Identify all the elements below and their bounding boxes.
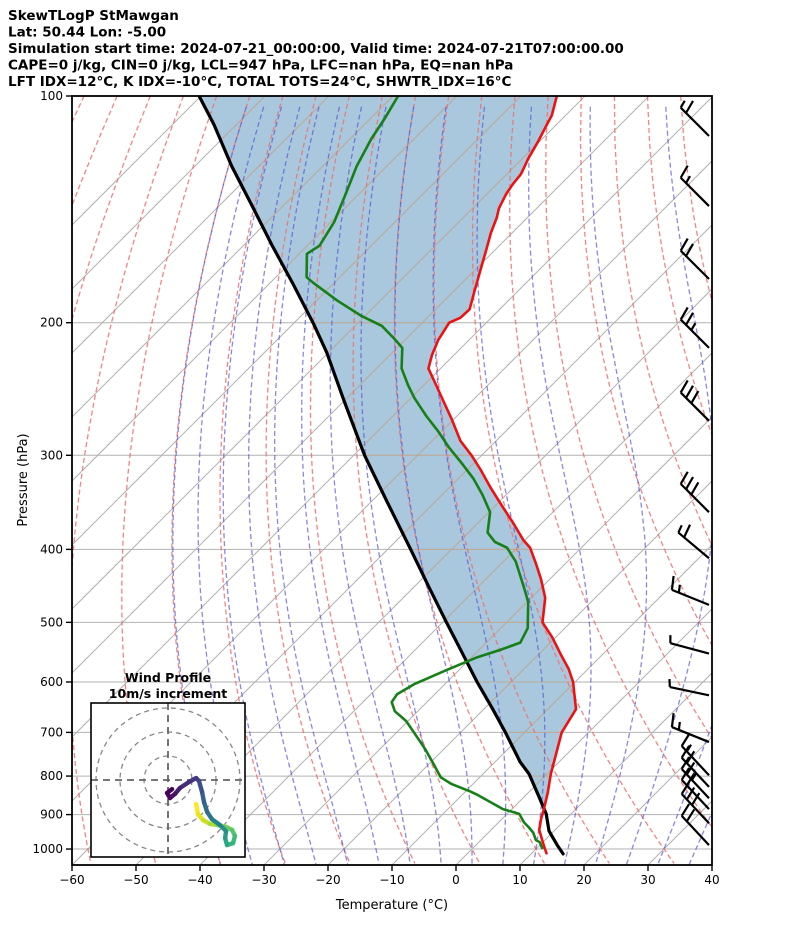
- barb-feather-half: [678, 525, 681, 532]
- moist-adiabat: [658, 107, 794, 865]
- dry-adiabat: [780, 96, 794, 863]
- wind-barb-column: [669, 101, 709, 845]
- x-tick-label: 10: [512, 873, 527, 887]
- y-tick-label: 300: [40, 448, 63, 462]
- barb-feather-full: [686, 101, 693, 113]
- barb-staff: [672, 590, 709, 605]
- barb-staff: [670, 643, 709, 653]
- isotherm-line: [712, 96, 794, 865]
- isotherm-line-shaded: [648, 96, 794, 865]
- y-tick-label: 1000: [32, 842, 63, 856]
- barb-feather-full: [682, 734, 689, 746]
- barb-staff: [678, 533, 709, 559]
- barb-feather-half: [679, 585, 680, 593]
- barb-feather-full: [686, 386, 693, 398]
- barb-feather-full: [682, 804, 689, 816]
- wind-barb: [678, 525, 709, 559]
- barb-staff: [681, 108, 709, 136]
- hodograph-inset: Wind Profile 10m/s increment: [91, 670, 245, 857]
- cape-shaded-area: [199, 96, 576, 810]
- inset-subtitle: 10m/s increment: [109, 686, 227, 701]
- x-tick-label: 0: [452, 873, 460, 887]
- y-tick-label: 500: [40, 615, 63, 629]
- barb-feather-full: [691, 482, 698, 494]
- x-tick-label: 30: [640, 873, 655, 887]
- wind-barb: [681, 166, 709, 206]
- y-tick-label: 900: [40, 808, 63, 822]
- isotherm-line-shaded: [712, 96, 794, 865]
- barb-feather-full: [681, 380, 688, 392]
- barb-staff: [681, 178, 709, 206]
- dry-adiabat: [747, 96, 794, 863]
- x-tick-label: −30: [251, 873, 276, 887]
- figure-title: SkewTLogP StMawgan: [8, 8, 179, 24]
- barb-feather-full: [684, 525, 690, 538]
- header-block: SkewTLogP StMawgan Lat: 50.44 Lon: -5.00…: [8, 8, 624, 90]
- barb-feather-full: [686, 477, 693, 489]
- barb-feather-full: [672, 576, 674, 590]
- x-tick-label: −60: [59, 873, 84, 887]
- y-tick-label: 100: [40, 89, 63, 103]
- barb-staff: [670, 687, 709, 695]
- y-tick-label: 200: [40, 316, 63, 330]
- x-tick-label: 40: [704, 873, 719, 887]
- barb-feather-full: [672, 713, 674, 727]
- moist-adiabat: [590, 107, 646, 865]
- simulation-time-line: Simulation start time: 2024-07-21_00:00:…: [8, 41, 624, 57]
- dry-adiabat: [714, 96, 794, 863]
- barb-feather-full: [681, 307, 688, 319]
- barb-feather-full: [681, 166, 688, 178]
- indices-line: LFT IDX=12°C, K IDX=-10°C, TOTAL TOTS=24…: [8, 74, 511, 90]
- y-tick-label: 800: [40, 769, 63, 783]
- dry-adiabat: [648, 96, 794, 863]
- x-tick-label: −20: [315, 873, 340, 887]
- wind-barb: [670, 635, 709, 653]
- wind-barb: [681, 380, 709, 420]
- cape-cin-line: CAPE=0 j/kg, CIN=0 j/kg, LCL=947 hPa, LF…: [8, 58, 513, 74]
- y-axis-label: Pressure (hPa): [16, 433, 31, 526]
- barb-staff: [672, 727, 709, 742]
- x-tick-label: −50: [123, 873, 148, 887]
- hodograph-trace-segment: [167, 789, 172, 793]
- wind-barb: [672, 713, 709, 742]
- inset-title: Wind Profile: [125, 670, 211, 685]
- y-tick-label: 400: [40, 542, 63, 556]
- wind-barb: [681, 307, 709, 347]
- latlon-line: Lat: 50.44 Lon: -5.00: [8, 25, 166, 41]
- moist-adiabat: [721, 107, 794, 865]
- wind-barb: [682, 746, 709, 787]
- barb-staff: [681, 251, 709, 279]
- isotherm-line: [648, 96, 794, 865]
- dry-adiabat: [681, 96, 794, 863]
- barb-feather-half: [691, 323, 695, 330]
- y-tick-label: 600: [40, 675, 63, 689]
- y-tick-label: 700: [40, 725, 63, 739]
- x-tick-label: −10: [379, 873, 404, 887]
- dry-adiabat: [614, 96, 794, 863]
- barb-feather-full: [681, 239, 688, 251]
- barb-feather-half: [679, 722, 680, 730]
- x-tick-label: −40: [187, 873, 212, 887]
- x-axis-label: Temperature (°C): [335, 898, 448, 913]
- x-tick-label: 20: [576, 873, 591, 887]
- moist-adiabat: [689, 107, 794, 865]
- wind-barb: [681, 101, 709, 136]
- barb-feather-full: [691, 391, 698, 403]
